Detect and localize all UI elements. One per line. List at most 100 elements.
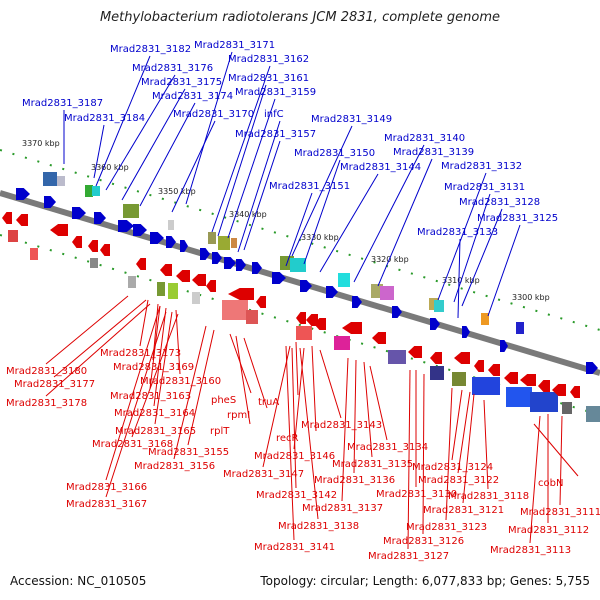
forward-label-leader — [121, 88, 186, 201]
reverse-gene-label: Mrad2831_3127 — [368, 551, 449, 562]
feature-block — [123, 204, 139, 218]
reverse-gene-label: Mrad2831_3118 — [448, 491, 529, 502]
reverse-gene-arrow — [192, 274, 206, 286]
forward-gene-label: Mrad2831_3170 — [173, 109, 254, 120]
forward-label-leader — [211, 65, 271, 233]
forward-gene-label: Mrad2831_3150 — [294, 148, 375, 159]
reverse-gene-label: Mrad2831_3143 — [301, 420, 382, 431]
reverse-gene-label: recR — [276, 433, 299, 444]
reverse-label-leader — [462, 393, 475, 504]
feature-block — [30, 248, 38, 260]
forward-gene-label: Mrad2831_3140 — [384, 133, 465, 144]
reverse-label-leader — [105, 311, 167, 498]
forward-gene-label: Mrad2831_3133 — [417, 227, 498, 238]
forward-label-leader — [105, 74, 176, 191]
forward-gene-label: Mrad2831_3151 — [269, 181, 350, 192]
reverse-gene-arrow — [342, 322, 362, 334]
forward-gene-label: Mrad2831_3187 — [22, 98, 103, 109]
genome-summary-text: Topology: circular; Length: 6,077,833 bp… — [260, 574, 590, 588]
reverse-gene-label: Mrad2831_3164 — [114, 408, 195, 419]
outer-dotted-ring — [0, 149, 600, 331]
forward-lane-ring — [0, 234, 600, 416]
forward-label-leader — [319, 173, 379, 273]
reverse-label-leader — [105, 305, 161, 481]
forward-arrows — [16, 188, 598, 374]
reverse-label-leader — [533, 423, 579, 477]
forward-gene-label: Mrad2831_3144 — [340, 162, 421, 173]
reverse-gene-arrow — [228, 288, 254, 300]
feature-tracks — [8, 172, 600, 422]
reverse-gene-label: truA — [258, 397, 279, 408]
reverse-label-leader — [173, 325, 207, 460]
reverse-gene-label: Mrad2831_3113 — [490, 545, 571, 556]
forward-gene-arrow — [462, 326, 470, 338]
forward-gene-arrow — [500, 340, 508, 352]
feature-block — [57, 176, 65, 186]
feature-block — [222, 300, 248, 320]
feature-block — [168, 220, 174, 230]
reverse-gene-label: Mrad2831_3136 — [314, 475, 395, 486]
reverse-gene-arrow — [72, 236, 82, 248]
reverse-label-leader — [407, 369, 411, 550]
forward-gene-label: Mrad2831_3125 — [477, 213, 558, 224]
reverse-label-leader — [363, 361, 373, 458]
feature-block — [208, 232, 216, 244]
feature-block — [128, 276, 136, 288]
forward-label-leader — [291, 125, 353, 257]
feature-block — [530, 392, 558, 412]
reverse-gene-label: Mrad2831_3156 — [134, 461, 215, 472]
reverse-label-leader — [299, 347, 319, 520]
reverse-gene-label: Mrad2831_3163 — [110, 391, 191, 402]
reverse-gene-label: Mrad2831_3124 — [412, 462, 493, 473]
feature-block — [506, 387, 532, 407]
feature-block — [246, 310, 258, 324]
forward-label-leader — [457, 238, 461, 319]
forward-gene-label: Mrad2831_3174 — [152, 91, 233, 102]
forward-gene-label: Mrad2831_3159 — [235, 87, 316, 98]
reverse-label-leader — [445, 387, 453, 521]
feature-block — [452, 372, 466, 386]
reverse-label-leader — [243, 337, 268, 409]
feature-block — [388, 350, 406, 364]
reverse-gene-arrow — [520, 374, 536, 386]
reverse-gene-label: Mrad2831_3137 — [302, 503, 383, 514]
feature-block — [430, 366, 444, 380]
reverse-gene-label: Mrad2831_3141 — [254, 542, 335, 553]
scale-tick-label: 3330 kbp — [301, 233, 339, 242]
feature-block — [516, 322, 524, 334]
forward-label-leader — [487, 224, 521, 317]
reverse-gene-label: Mrad2831_3146 — [254, 451, 335, 462]
reverse-gene-label: Mrad2831_3142 — [256, 490, 337, 501]
forward-label-leader — [185, 51, 233, 205]
reverse-gene-label: Mrad2831_3121 — [423, 505, 504, 516]
reverse-gene-label: Mrad2831_3126 — [383, 536, 464, 547]
forward-gene-arrow — [72, 207, 86, 219]
feature-block — [296, 326, 312, 340]
scale-tick-label: 3300 kbp — [512, 293, 550, 302]
reverse-label-leader — [311, 345, 317, 432]
feature-block — [157, 282, 165, 296]
reverse-gene-arrow — [372, 332, 386, 344]
reverse-label-leader — [451, 389, 463, 461]
forward-gene-label: Mrad2831_3176 — [132, 63, 213, 74]
forward-gene-arrow — [236, 259, 246, 271]
forward-gene-arrow — [200, 248, 210, 260]
reverse-label-leader — [235, 335, 251, 425]
forward-gene-label: Mrad2831_3149 — [311, 114, 392, 125]
forward-gene-label: Mrad2831_3182 — [110, 44, 191, 55]
reverse-gene-label: Mrad2831_3169 — [113, 362, 194, 373]
forward-gene-arrow — [272, 272, 286, 284]
reverse-label-leader — [341, 357, 349, 502]
feature-block — [231, 238, 237, 248]
scale-tick-label: 3340 kbp — [229, 210, 267, 219]
feature-block — [586, 406, 600, 422]
forward-gene-label: Mrad2831_3161 — [228, 73, 309, 84]
reverse-gene-label: Mrad2831_3180 — [6, 366, 87, 377]
reverse-arrows — [2, 212, 580, 398]
reverse-label-leader — [457, 391, 471, 474]
forward-label-leader — [217, 84, 267, 237]
reverse-label-leader — [559, 415, 563, 506]
forward-label-leader — [237, 120, 281, 253]
